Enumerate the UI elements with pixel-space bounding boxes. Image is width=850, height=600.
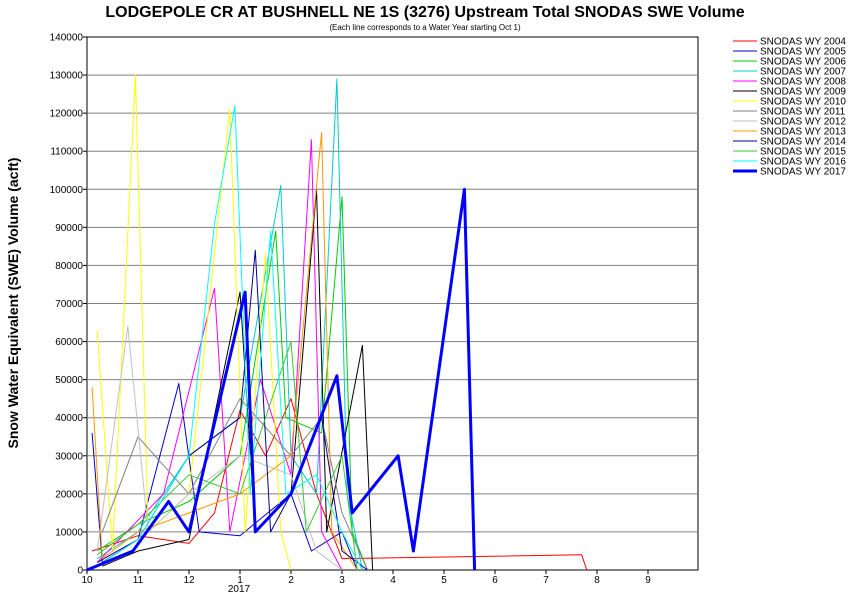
y-tick-label: 20000 (55, 489, 83, 500)
chart-title: LODGEPOLE CR AT BUSHNELL NE 1S (3276) Up… (105, 4, 744, 21)
y-tick-label: 30000 (55, 451, 83, 462)
x-tick-label: 12 (183, 575, 195, 586)
x-tick-label: 3 (339, 575, 345, 586)
y-tick-label: 110000 (50, 147, 83, 158)
legend-label: SNODAS WY 2012 (760, 117, 846, 128)
y-tick-label: 40000 (55, 413, 83, 424)
x-tick-label: 8 (594, 575, 600, 586)
legend-label: SNODAS WY 2015 (760, 147, 846, 158)
series-line-snodas-wy-2017 (86, 187, 477, 572)
y-tick-label: 10000 (55, 527, 83, 538)
x-tick-label: 9 (645, 575, 651, 586)
legend-label: SNODAS WY 2006 (760, 57, 846, 68)
legend-label: SNODAS WY 2008 (760, 77, 846, 88)
y-axis-label: Snow Water Equivalent (SWE) Volume (acft… (5, 158, 21, 449)
x-tick-label: 10 (81, 575, 93, 586)
y-tick-label: 80000 (55, 261, 83, 272)
y-tick-label: 0 (77, 566, 83, 577)
x-tick-label: 4 (390, 575, 396, 586)
x-tick-label: 11 (133, 575, 144, 586)
legend-label: SNODAS WY 2017 (760, 167, 846, 178)
y-tick-label: 140000 (50, 33, 84, 44)
x-tick-label: 2 (288, 575, 294, 586)
legend-label: SNODAS WY 2016 (760, 157, 846, 168)
legend-label: SNODAS WY 2005 (760, 47, 846, 58)
legend-label: SNODAS WY 2007 (760, 67, 846, 78)
x-axis-ticks: 10 11 12 1 2 3 4 5 6 7 8 9 (81, 570, 651, 586)
x-tick-label: 5 (441, 575, 447, 586)
legend-label: SNODAS WY 2004 (760, 37, 846, 48)
legend-label: SNODAS WY 2011 (760, 107, 846, 118)
series-line-snodas-wy-2016 (96, 105, 363, 571)
x-tick-label: 6 (492, 575, 498, 586)
series-line-snodas-wy-2010 (96, 74, 292, 571)
y-tick-label: 90000 (55, 223, 83, 234)
y-tick-label: 70000 (55, 299, 83, 310)
series-line-snodas-wy-2004 (91, 398, 588, 571)
y-tick-label: 130000 (50, 71, 84, 82)
legend-label: SNODAS WY 2009 (760, 87, 846, 98)
series-line-snodas-wy-2006 (96, 196, 368, 571)
legend-label: SNODAS WY 2013 (760, 127, 846, 138)
y-tick-label: 120000 (50, 109, 84, 120)
x-axis-year-label: 2017 (228, 584, 251, 595)
chart-subtitle: (Each line corresponds to a Water Year s… (329, 23, 521, 32)
series-line-snodas-wy-2015 (96, 341, 358, 571)
y-tick-label: 60000 (55, 337, 83, 348)
y-tick-label: 50000 (55, 375, 83, 386)
y-axis-ticks: 0 10000 20000 30000 40000 50000 60000 70000 8000… (50, 33, 87, 577)
legend-label: SNODAS WY 2014 (760, 137, 846, 148)
x-tick-label: 7 (543, 575, 549, 586)
x-tick-label: 1 (237, 575, 243, 586)
series-line-snodas-wy-2012 (96, 325, 343, 571)
series-lines (86, 74, 588, 572)
series-line-snodas-wy-2008 (96, 139, 343, 571)
y-tick-label: 100000 (50, 185, 84, 196)
legend-label: SNODAS WY 2010 (760, 97, 846, 108)
series-line-snodas-wy-2011 (101, 398, 368, 571)
